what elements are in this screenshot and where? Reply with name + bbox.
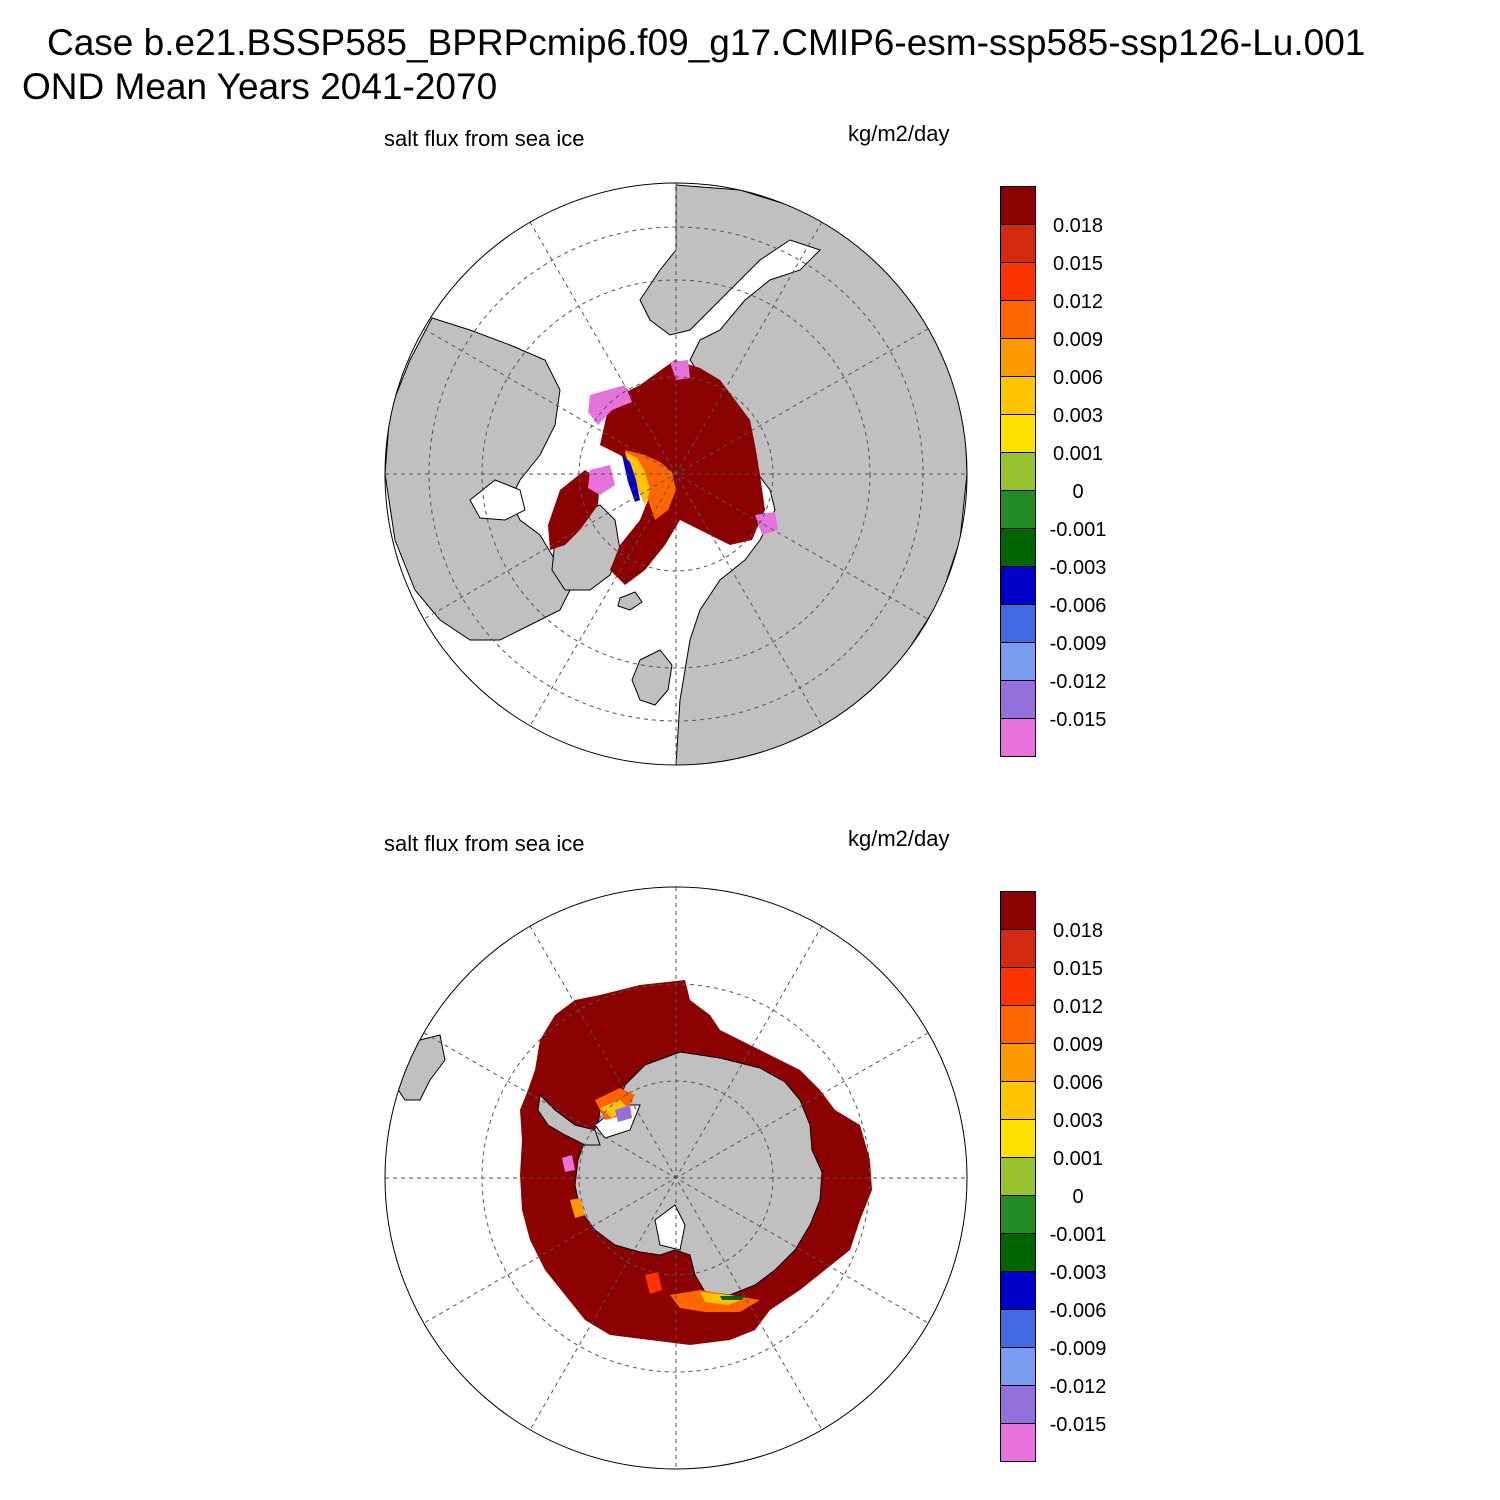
colorbar-box <box>1000 643 1036 681</box>
colorbar-box <box>1000 1386 1036 1424</box>
colorbar-box <box>1000 1120 1036 1158</box>
colorbar-box <box>1000 339 1036 377</box>
land-iceland <box>617 591 643 611</box>
colorbar-box <box>1000 1082 1036 1120</box>
amundsen-flux-patch <box>645 1272 662 1294</box>
colorbar-box <box>1000 1196 1036 1234</box>
colorbar-label: 0.012 <box>1052 996 1104 1018</box>
colorbar-box <box>1000 1234 1036 1272</box>
panel-south-variable: salt flux from sea ice <box>384 831 585 856</box>
colorbar-label: -0.006 <box>1049 1300 1107 1322</box>
colorbar-label: -0.003 <box>1049 557 1107 579</box>
colorbar-box <box>1000 719 1036 757</box>
colorbar-box <box>1000 1310 1036 1348</box>
colorbar-box <box>1000 1348 1036 1386</box>
colorbar-box <box>1000 567 1036 605</box>
negative-flux-pink <box>588 385 632 425</box>
colorbar-box <box>1000 681 1036 719</box>
colorbar-north <box>1000 186 1036 757</box>
colorbar-label: -0.012 <box>1049 1376 1107 1398</box>
arctic-sea-ice-flux <box>600 360 765 585</box>
colorbar-label: 0.001 <box>1052 1148 1104 1170</box>
colorbar-box <box>1000 891 1036 930</box>
colorbar-label: 0.001 <box>1052 443 1104 465</box>
colorbar-label: -0.009 <box>1049 633 1107 655</box>
colorbar-label: 0.003 <box>1052 1110 1104 1132</box>
panel-south-units: kg/m2/day <box>848 826 950 851</box>
colorbar-label: 0.015 <box>1052 253 1104 275</box>
south-polar-map <box>384 886 968 1470</box>
colorbar-box <box>1000 930 1036 968</box>
colorbar-label: 0.018 <box>1052 215 1104 237</box>
colorbar-box <box>1000 1044 1036 1082</box>
land-british-isles <box>631 649 673 706</box>
colorbar-box <box>1000 968 1036 1006</box>
colorbar-label: 0.015 <box>1052 958 1104 980</box>
colorbar-label: 0.006 <box>1052 367 1104 389</box>
figure-title-case: Case b.e21.BSSP585_BPRPcmip6.f09_g17.CMI… <box>47 22 1366 63</box>
colorbar-box <box>1000 491 1036 529</box>
land-antarctic-peninsula <box>537 1093 601 1146</box>
colorbar-box <box>1000 1006 1036 1044</box>
colorbar-label: 0.003 <box>1052 405 1104 427</box>
colorbar-box <box>1000 225 1036 263</box>
colorbar-box <box>1000 1272 1036 1310</box>
colorbar-box <box>1000 605 1036 643</box>
colorbar-box <box>1000 1158 1036 1196</box>
panel-north-variable: salt flux from sea ice <box>384 126 585 151</box>
colorbar-box <box>1000 186 1036 225</box>
colorbar-south <box>1000 891 1036 1462</box>
colorbar-label: -0.015 <box>1049 1414 1107 1436</box>
colorbar-box <box>1000 377 1036 415</box>
north-polar-map <box>384 182 968 766</box>
colorbar-box <box>1000 453 1036 491</box>
colorbar-label: -0.015 <box>1049 709 1107 731</box>
colorbar-box <box>1000 415 1036 453</box>
colorbar-label: -0.003 <box>1049 1262 1107 1284</box>
colorbar-box <box>1000 529 1036 567</box>
panel-north-units: kg/m2/day <box>848 121 950 146</box>
colorbar-box <box>1000 1424 1036 1462</box>
figure-title-period: OND Mean Years 2041-2070 <box>22 66 498 107</box>
colorbar-label: 0 <box>1072 1186 1084 1208</box>
colorbar-label: 0 <box>1072 481 1084 503</box>
colorbar-label: 0.009 <box>1052 329 1104 351</box>
colorbar-label: -0.006 <box>1049 595 1107 617</box>
colorbar-label: -0.001 <box>1049 1224 1107 1246</box>
colorbar-box <box>1000 263 1036 301</box>
colorbar-label: -0.001 <box>1049 519 1107 541</box>
colorbar-label: 0.012 <box>1052 291 1104 313</box>
colorbar-label: -0.012 <box>1049 671 1107 693</box>
colorbar-label: 0.006 <box>1052 1072 1104 1094</box>
land-eurasia <box>639 184 967 765</box>
colorbar-label: 0.009 <box>1052 1034 1104 1056</box>
colorbar-label: 0.018 <box>1052 920 1104 942</box>
colorbar-box <box>1000 301 1036 339</box>
baffin-bay-flux <box>548 470 600 550</box>
colorbar-label: -0.009 <box>1049 1338 1107 1360</box>
